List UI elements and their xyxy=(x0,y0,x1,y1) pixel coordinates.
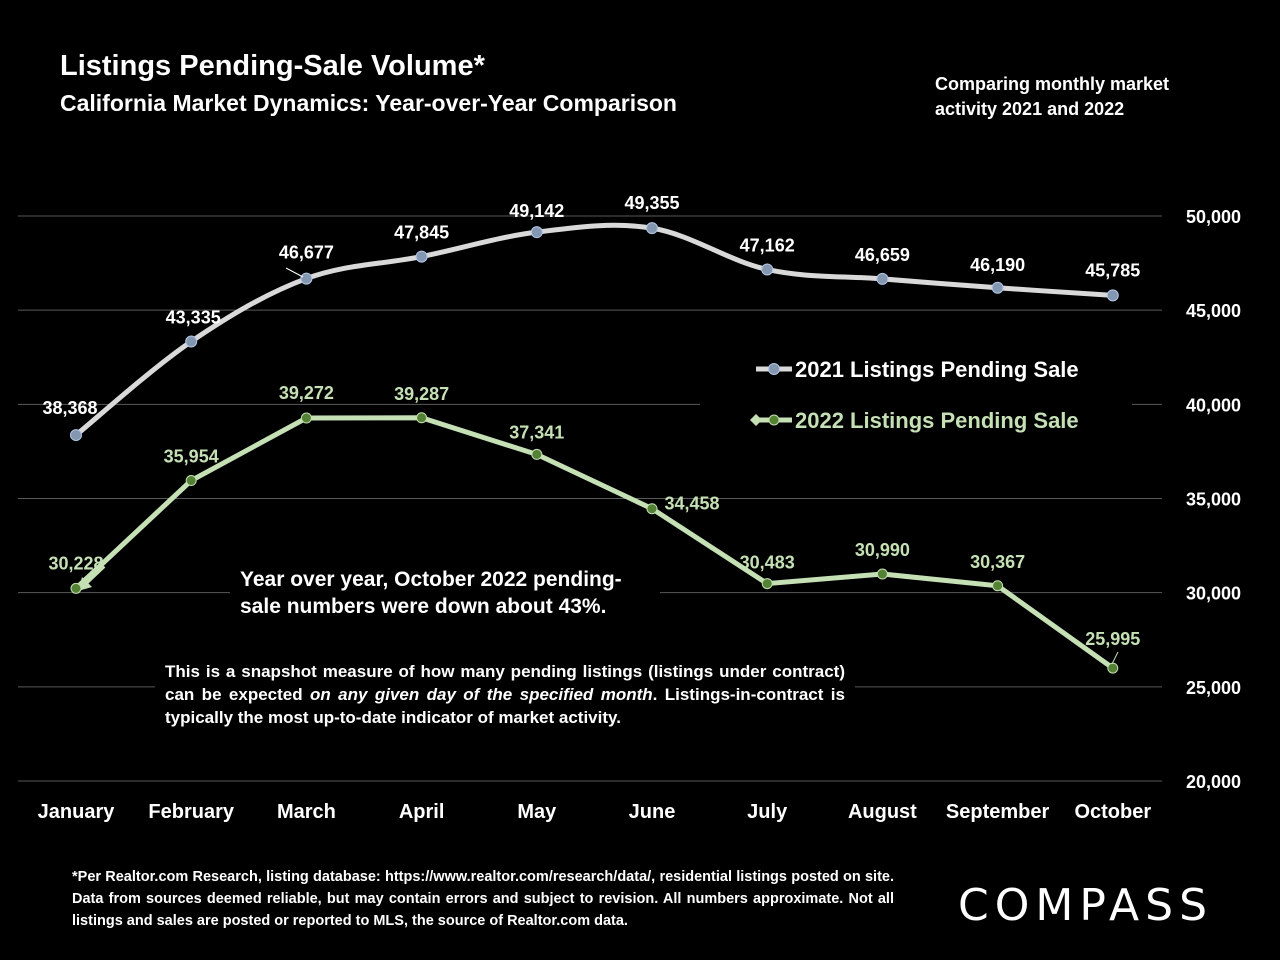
data-label-2021: 43,335 xyxy=(166,308,221,328)
mar-2021-leader xyxy=(285,267,304,278)
snapshot-text-1: This is a snapshot measure of how many p… xyxy=(165,662,845,704)
x-tick-label: January xyxy=(38,801,116,823)
point-2021 xyxy=(876,272,889,285)
x-tick-label: February xyxy=(148,801,234,823)
y-tick-label: 45,000 xyxy=(1186,301,1241,321)
data-label-2021: 47,845 xyxy=(394,223,449,243)
point-2021 xyxy=(530,226,543,239)
y-tick-label: 30,000 xyxy=(1186,584,1241,604)
point-2022 xyxy=(761,578,773,590)
point-2021 xyxy=(300,272,313,285)
series-2021-line xyxy=(74,222,1113,438)
y-tick-label: 40,000 xyxy=(1186,395,1241,415)
data-label-2022: 30,990 xyxy=(855,540,910,560)
y-tick-label: 25,000 xyxy=(1186,678,1241,698)
chart-title: Listings Pending-Sale Volume* xyxy=(60,50,485,82)
x-tick-label: April xyxy=(399,801,445,823)
x-tick-label: June xyxy=(629,801,676,823)
point-2021 xyxy=(1106,289,1119,302)
chart-subtitle: California Market Dynamics: Year-over-Ye… xyxy=(60,90,677,116)
legend-2022-swatch-marker xyxy=(768,414,780,426)
point-2022 xyxy=(992,580,1004,592)
y-tick-label: 50,000 xyxy=(1186,207,1241,227)
compass-logo: COMPASS xyxy=(958,880,1213,931)
jan-2022-leader xyxy=(84,564,106,585)
data-label-2022: 37,341 xyxy=(509,422,564,442)
corner-note: Comparing monthly market activity 2021 a… xyxy=(935,74,1170,119)
data-label-2022: 25,995 xyxy=(1085,629,1140,649)
x-tick-label: August xyxy=(848,801,917,823)
point-2021 xyxy=(646,222,658,235)
point-2022 xyxy=(70,582,82,594)
point-2022 xyxy=(185,475,197,487)
data-label-2021: 45,785 xyxy=(1085,260,1140,280)
x-tick-label: September xyxy=(946,801,1050,823)
snapshot-annotation: This is a snapshot measure of how many p… xyxy=(155,660,855,729)
x-tick-label: July xyxy=(747,801,788,823)
point-2022 xyxy=(876,568,888,580)
data-label-2021: 38,368 xyxy=(42,398,97,418)
point-2022 xyxy=(531,448,543,460)
snapshot-text-italic: on any given day of the specified month xyxy=(310,685,653,704)
legend-2022-diamond xyxy=(750,414,762,426)
point-2022 xyxy=(416,412,428,424)
legend-2021-swatch-marker xyxy=(768,363,780,375)
data-label-2021: 47,162 xyxy=(740,235,795,255)
data-label-2022: 39,287 xyxy=(394,384,449,404)
point-2022 xyxy=(300,412,312,424)
series-2022-line xyxy=(74,415,1115,671)
yoy-annotation: Year over year, October 2022 pending-sal… xyxy=(230,566,660,620)
x-tick-label: October xyxy=(1074,801,1151,823)
x-tick-label: March xyxy=(277,801,336,823)
data-label-2021: 46,677 xyxy=(279,243,334,263)
data-label-2021: 49,142 xyxy=(509,201,564,221)
data-label-2022: 30,228 xyxy=(48,553,103,573)
data-label-2022: 39,272 xyxy=(279,383,334,403)
data-label-2022: 30,367 xyxy=(970,552,1025,572)
data-label-2022: 30,483 xyxy=(740,553,795,573)
jan-2022-arrowhead xyxy=(78,577,92,591)
legend-2022-label: 2022 Listings Pending Sale xyxy=(795,408,1079,433)
oct-2022-leader xyxy=(1111,651,1119,665)
x-tick-label: May xyxy=(517,801,557,823)
y-tick-label: 35,000 xyxy=(1186,490,1241,510)
point-2021 xyxy=(761,263,774,276)
data-label-2021: 49,355 xyxy=(624,193,679,213)
snapshot-text-2: . Listings-in-contract is typically the … xyxy=(165,685,845,727)
data-label-2022: 34,458 xyxy=(664,494,719,514)
y-tick-label: 20,000 xyxy=(1186,772,1241,792)
data-label-2021: 46,190 xyxy=(970,255,1025,275)
data-label-2021: 46,659 xyxy=(855,245,910,265)
point-2021 xyxy=(185,335,198,348)
point-2021 xyxy=(70,429,82,442)
footnote: *Per Realtor.com Research, listing datab… xyxy=(72,869,894,929)
point-2022 xyxy=(646,503,658,515)
data-label-2022: 35,954 xyxy=(164,447,219,467)
point-2022 xyxy=(1107,662,1119,674)
point-2021 xyxy=(991,281,1004,294)
point-2021 xyxy=(415,250,428,263)
legend-2021-label: 2021 Listings Pending Sale xyxy=(795,357,1079,382)
